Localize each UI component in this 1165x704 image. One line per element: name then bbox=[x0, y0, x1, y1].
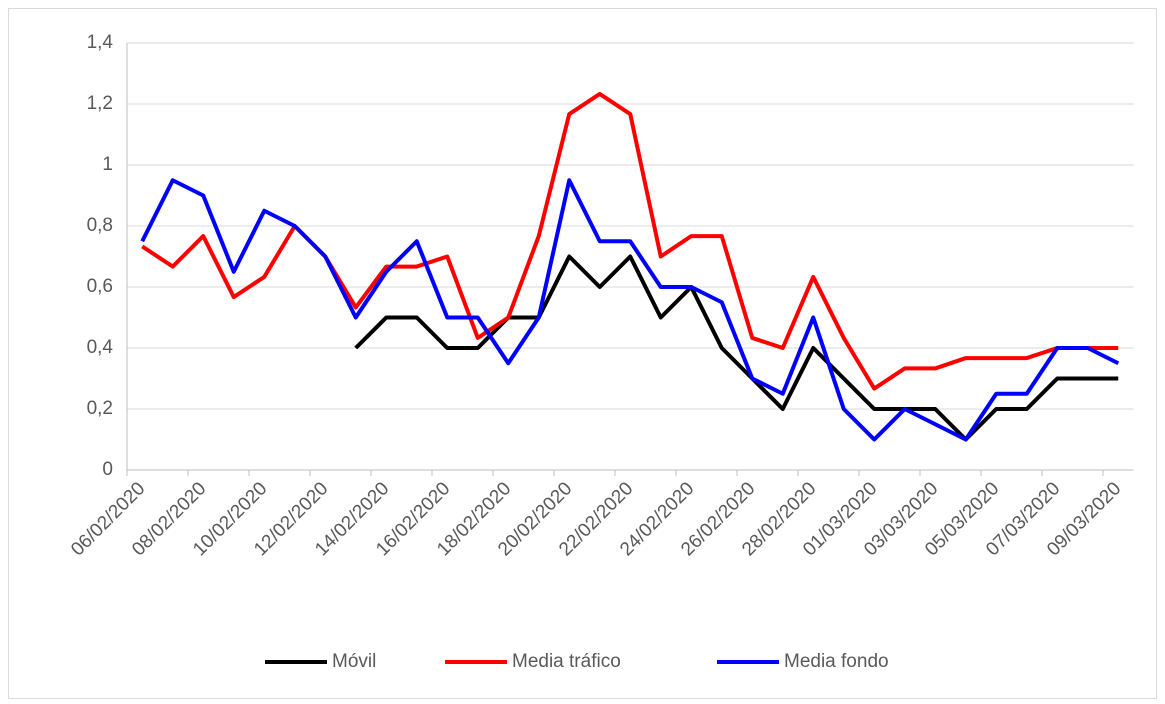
y-tick-label: 0,6 bbox=[87, 276, 113, 297]
y-tick-label: 1,4 bbox=[87, 32, 114, 53]
legend-label: Móvil bbox=[332, 651, 376, 672]
legend-label: Media tráfico bbox=[512, 651, 621, 672]
y-tick-label: 0 bbox=[102, 459, 113, 480]
line-series bbox=[140, 178, 1120, 442]
legend-label: Media fondo bbox=[784, 651, 889, 672]
y-tick-label: 0,8 bbox=[87, 215, 113, 236]
chart-frame bbox=[8, 8, 1157, 699]
y-tick-label: 1 bbox=[102, 154, 113, 175]
y-tick-label: 1,2 bbox=[87, 93, 113, 114]
y-tick-label: 0,2 bbox=[87, 398, 113, 419]
y-tick-label: 0,4 bbox=[87, 337, 114, 358]
line-series bbox=[354, 254, 1119, 442]
